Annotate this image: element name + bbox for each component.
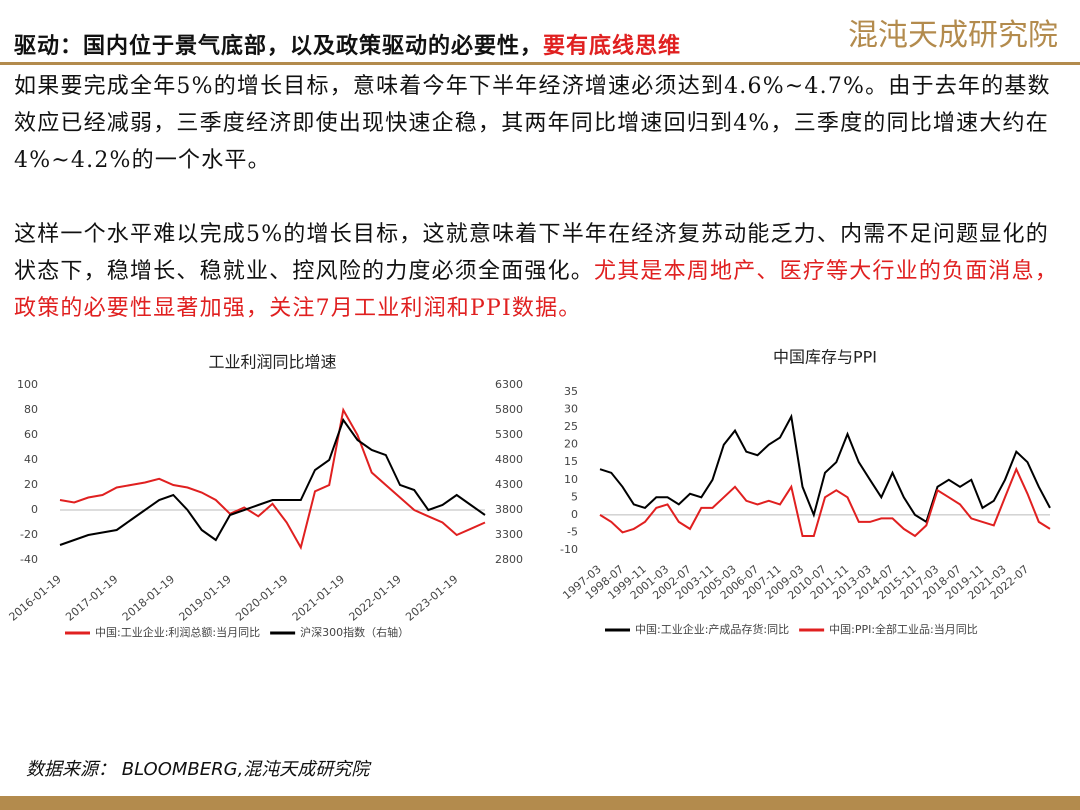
paragraph: 这样一个水平难以完成5%的增长目标，这就意味着下半年在经济复苏动能乏力、内需不足…: [14, 216, 1069, 327]
y-tick-label: -5: [567, 525, 578, 538]
y-tick-label: 100: [17, 378, 38, 391]
x-tick-label: 2017-01-19: [63, 573, 120, 624]
y-tick-label: 30: [564, 403, 578, 416]
y-tick-label: 0: [31, 503, 38, 516]
y-tick-label: 15: [564, 455, 578, 468]
y2-tick-label: 6300: [495, 378, 523, 391]
footer-bar: [0, 796, 1080, 810]
y-tick-label: 25: [564, 420, 578, 433]
y-tick-label: 20: [564, 438, 578, 451]
y2-tick-label: 3800: [495, 503, 523, 516]
y2-tick-label: 4300: [495, 478, 523, 491]
y-tick-label: -40: [20, 553, 38, 566]
y-tick-label: 20: [24, 478, 38, 491]
x-tick-label: 2018-01-19: [120, 573, 177, 624]
chart: 中国库存与PPI-10-5051015202530351997-031998-0…: [560, 348, 1051, 636]
slide-title: 驱动：国内位于景气底部，以及政策驱动的必要性，要有底线思维: [14, 28, 681, 60]
y-tick-label: 60: [24, 428, 38, 441]
legend-label: 中国:工业企业:产成品存货:同比: [635, 622, 789, 636]
y-tick-label: 35: [564, 385, 578, 398]
chart-title: 中国库存与PPI: [773, 348, 877, 367]
y2-tick-label: 4800: [495, 453, 523, 466]
x-tick-label: 2016-01-19: [7, 573, 64, 624]
y-tick-label: 0: [571, 508, 578, 521]
series-line: [599, 413, 1051, 524]
y2-tick-label: 5300: [495, 428, 523, 441]
x-tick-label: 2023-01-19: [403, 573, 460, 624]
paragraph-highlight: 尤其是本周地产、医疗等大行业的负面消息，政策的必要性显著加强，关注7月工业利润和…: [14, 259, 1059, 321]
series-line: [59, 417, 486, 546]
paragraph: 如果要完成全年5%的增长目标，意味着今年下半年经济增速必须达到4.6%~4.7%…: [14, 68, 1069, 179]
logo: 混沌天成研究院: [848, 18, 1058, 53]
x-tick-label: 2021-01-19: [290, 573, 347, 624]
y-tick-label: -10: [560, 543, 578, 556]
legend-label: 中国:PPI:全部工业品:当月同比: [829, 622, 978, 636]
y-tick-label: -20: [20, 528, 38, 541]
title-text: 驱动：国内位于景气底部，以及政策驱动的必要性，: [14, 34, 544, 59]
y2-tick-label: 3300: [495, 528, 523, 541]
y-tick-label: 10: [564, 473, 578, 486]
x-tick-label: 2022-01-19: [347, 573, 404, 624]
paragraph-text: 这样一个水平难以完成5%的增长目标，这就意味着下半年在经济复苏动能乏力、内需不足…: [14, 222, 1049, 284]
x-tick-label: 2020-01-19: [233, 573, 290, 624]
body-text: 如果要完成全年5%的增长目标，意味着今年下半年经济增速必须达到4.6%~4.7%…: [14, 68, 1069, 364]
header: 驱动：国内位于景气底部，以及政策驱动的必要性，要有底线思维 混沌天成研究院: [0, 0, 1080, 65]
x-tick-label: 2019-01-19: [177, 573, 234, 624]
y2-tick-label: 5800: [495, 403, 523, 416]
series-line: [59, 407, 486, 551]
legend-label: 中国:工业企业:利润总额:当月同比: [95, 625, 260, 639]
y-tick-label: 5: [571, 490, 578, 503]
y2-tick-label: 2800: [495, 553, 523, 566]
chart-title: 工业利润同比增速: [208, 353, 336, 372]
y-tick-label: 40: [24, 453, 38, 466]
paragraph-text: 如果要完成全年5%的增长目标，意味着今年下半年经济增速必须达到4.6%~4.7%…: [14, 74, 1051, 173]
y-tick-label: 80: [24, 403, 38, 416]
series-line: [599, 466, 1051, 538]
title-highlight: 要有底线思维: [543, 34, 682, 59]
legend-label: 沪深300指数（右轴）: [300, 625, 409, 639]
source: 数据来源： BLOOMBERG,混沌天成研究院: [26, 759, 370, 780]
chart: 工业利润同比增速 -40 -20 0 20 40 60 80 100 2800 3300 3800 43…: [7, 353, 523, 640]
